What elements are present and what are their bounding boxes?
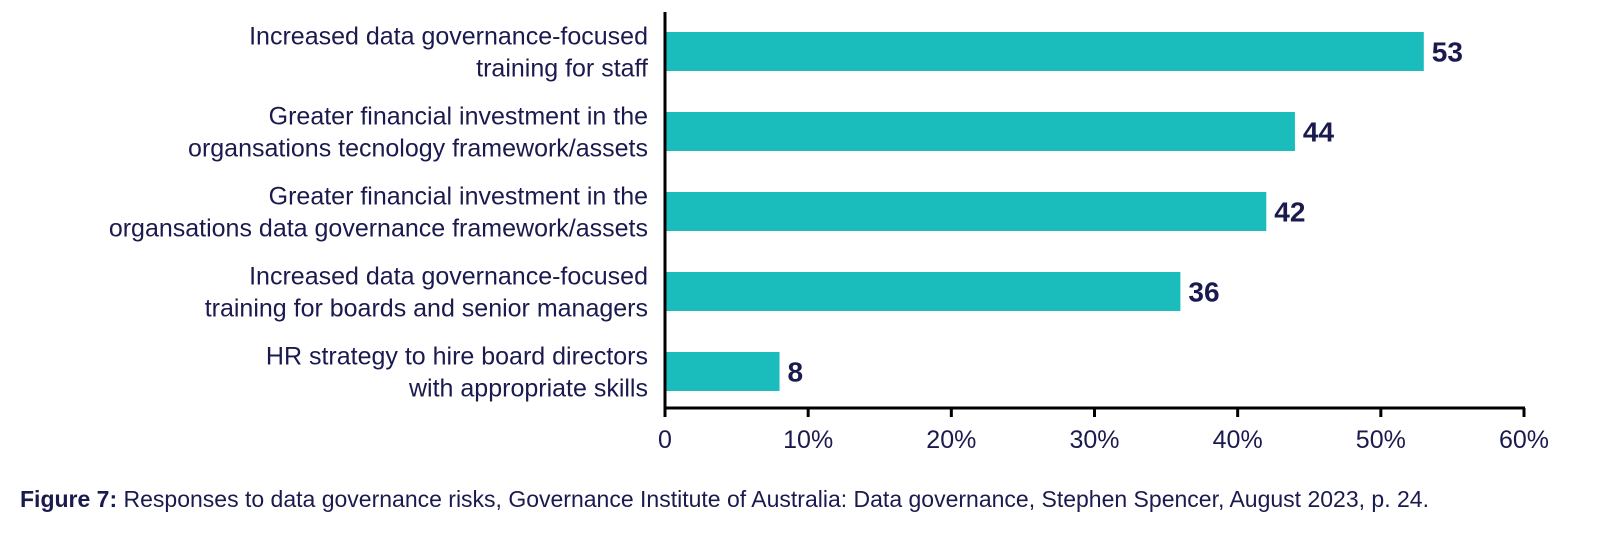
category-label-2-line-1: Greater financial investment in the <box>269 103 648 131</box>
category-label-1-line-1: Increased data governance-focused <box>249 23 648 51</box>
category-label-3-line-1: Greater financial investment in the <box>269 183 648 211</box>
value-label-3: 42 <box>1274 197 1305 228</box>
category-label-5-line-2: with appropriate skills <box>408 375 648 403</box>
x-tick-label-3: 20% <box>926 426 976 454</box>
x-tick-label-2: 10% <box>783 426 833 454</box>
category-label-5-line-1: HR strategy to hire board directors <box>266 343 648 371</box>
x-tick-label-7: 60% <box>1499 426 1549 454</box>
bar-chart: Increased data governance-focused trainin… <box>109 12 1549 454</box>
bar-1 <box>665 32 1424 71</box>
value-label-4: 36 <box>1188 277 1219 308</box>
bars-group <box>665 32 1424 391</box>
value-label-5: 8 <box>788 357 804 388</box>
figure-number: Figure 7: <box>20 486 118 512</box>
bar-4 <box>665 272 1181 311</box>
category-label-3-line-2: organsations data governance framework/a… <box>109 215 648 243</box>
category-label-4-line-1: Increased data governance-focused <box>249 263 648 291</box>
category-label-4-line-2: training for boards and senior managers <box>205 295 648 323</box>
axes-group: 0 10% 20% 30% 40% 50% 60% <box>658 12 1549 454</box>
value-label-2: 44 <box>1303 117 1335 148</box>
category-label-1-line-2: training for staff <box>476 55 648 83</box>
category-labels-group: Increased data governance-focused trainin… <box>109 23 648 403</box>
x-tick-label-4: 30% <box>1069 426 1119 454</box>
x-tick-label-5: 40% <box>1213 426 1263 454</box>
value-labels-group: 53 44 42 36 8 <box>788 37 1463 388</box>
bar-2 <box>665 112 1295 151</box>
value-label-1: 53 <box>1432 37 1463 68</box>
bar-3 <box>665 192 1267 231</box>
figure-caption: Figure 7: Responses to data governance r… <box>20 486 1429 513</box>
bar-5 <box>665 352 780 391</box>
figure-caption-text: Responses to data governance risks, Gove… <box>117 486 1429 512</box>
x-tick-label-1: 0 <box>658 426 672 454</box>
x-tick-label-6: 50% <box>1356 426 1406 454</box>
category-label-2-line-2: organsations tecnology framework/assets <box>188 135 648 163</box>
